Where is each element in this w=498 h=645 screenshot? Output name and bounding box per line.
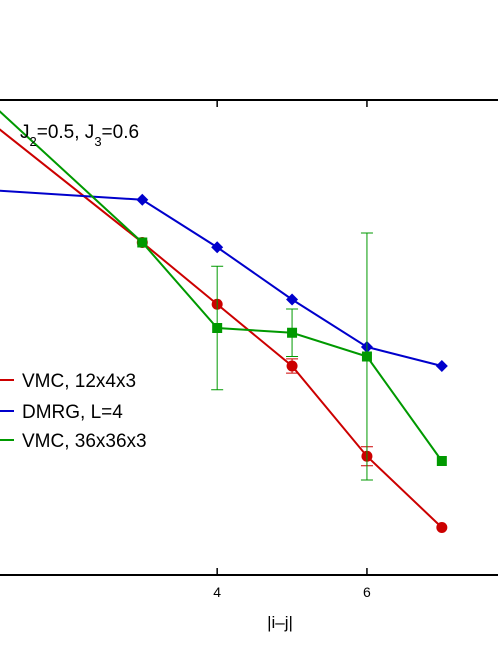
axes: [0, 99, 498, 576]
series-line: [0, 189, 443, 367]
series-square: [0, 110, 447, 481]
data-point: [436, 522, 448, 533]
data-point: [287, 327, 298, 338]
x-axis-label: |i–j|: [267, 613, 293, 632]
x-tick-label: 6: [363, 584, 371, 600]
series-line: [0, 110, 443, 462]
data-point: [211, 241, 224, 254]
legend-label: VMC, 36x36x3: [22, 431, 147, 452]
legend-label: VMC, 12x4x3: [22, 371, 136, 392]
parameter-annotation: J2=0.5, J3=0.6: [20, 122, 139, 149]
data-point: [435, 360, 448, 372]
data-point: [286, 360, 298, 372]
series-line: [0, 128, 443, 529]
data-point: [286, 293, 299, 306]
legend-label: DMRG, L=4: [22, 402, 123, 423]
legend: VMC, 12x4x3 DMRG, L=4 VMC, 36x36x3: [0, 371, 147, 452]
data-point: [361, 351, 372, 362]
x-tick-label: 4: [213, 584, 221, 600]
data-point: [212, 323, 223, 333]
series-diamond: [0, 189, 448, 372]
data-point: [436, 456, 447, 466]
data-point: [137, 237, 148, 248]
data-point: [136, 193, 149, 206]
series: [0, 110, 448, 533]
series-circle: [0, 128, 448, 533]
